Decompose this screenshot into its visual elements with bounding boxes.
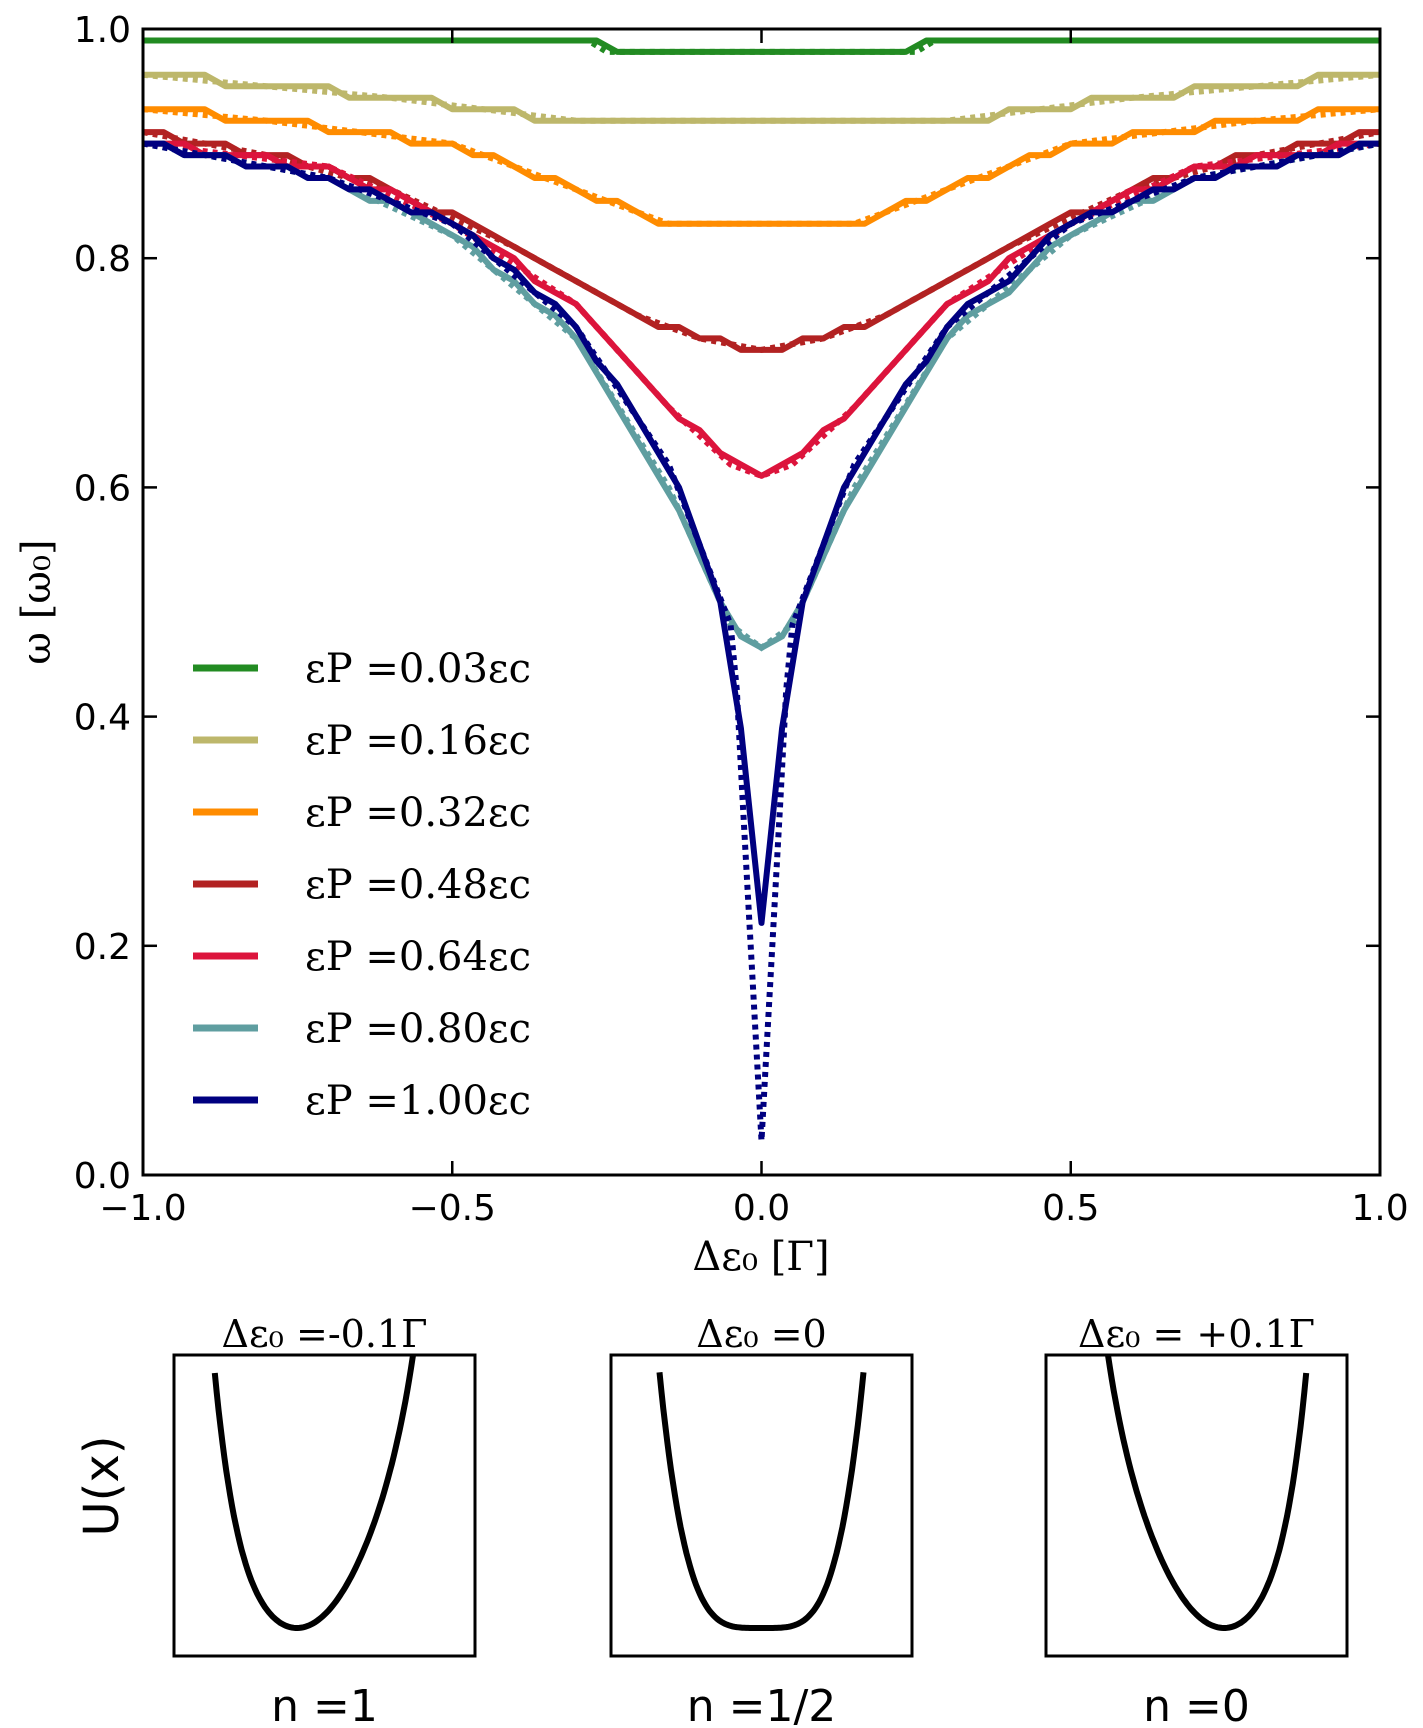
legend-label: εP =1.00εc xyxy=(305,1078,531,1124)
series-line-dotted xyxy=(142,71,1381,124)
series-line-dotted xyxy=(142,140,1381,1141)
inset-y-axis-label: U(x) xyxy=(74,1436,130,1537)
legend-label: εP =0.64εc xyxy=(305,934,531,980)
legend-label: εP =0.16εc xyxy=(305,718,531,764)
legend: εP =0.03εc εP =0.16εc εP =0.32εc εP =0.48εc… xyxy=(193,646,531,1124)
inset-panel: Δε₀ =0 n =1/2 xyxy=(609,1312,914,1728)
y-tick-label: 0.0 xyxy=(74,1156,131,1197)
ticks-layer: −1.0 −0.5 0.0 0.5 1.0 0.0 0.2 0.4 0.6 0.8 1.0 xyxy=(74,10,1409,1229)
y-tick-label: 0.8 xyxy=(74,239,131,280)
legend-label: εP =0.03εc xyxy=(305,646,531,692)
series-line-dotted xyxy=(142,106,1381,227)
series-line-solid xyxy=(143,140,1380,926)
legend-label: εP =0.32εc xyxy=(305,790,531,836)
inset-occupation-label: n =1/2 xyxy=(687,1681,837,1728)
y-tick-label: 0.4 xyxy=(74,698,131,739)
inset-title: Δε₀ =-0.1Γ xyxy=(222,1312,428,1356)
series-line-dotted xyxy=(142,140,1381,480)
series-line-solid xyxy=(143,71,1380,124)
y-tick-label: 1.0 xyxy=(74,10,131,51)
potential-curve xyxy=(1105,1354,1310,1631)
inset-frame xyxy=(609,1353,914,1658)
potential-curve xyxy=(656,1371,867,1631)
legend-label: εP =0.80εc xyxy=(305,1006,531,1052)
series-line-solid xyxy=(143,140,1380,651)
series-line-dotted xyxy=(143,37,1380,55)
x-tick-label: −1.0 xyxy=(99,1188,186,1229)
inset-frame xyxy=(1044,1353,1349,1658)
x-tick-label: −0.5 xyxy=(409,1188,496,1229)
y-tick-label: 0.2 xyxy=(74,927,131,968)
plot-frame xyxy=(141,27,1382,1177)
inset-title: Δε₀ = +0.1Γ xyxy=(1078,1312,1315,1356)
potential-curve xyxy=(211,1354,416,1631)
x-tick-label: 0.0 xyxy=(733,1188,790,1229)
inset-occupation-label: n =1 xyxy=(271,1681,378,1728)
y-axis-label: ω [ω₀] xyxy=(14,539,60,664)
x-axis-label: Δε₀ [Γ] xyxy=(692,1234,829,1280)
series-layer xyxy=(142,37,1381,1141)
legend-label: εP =0.48εc xyxy=(305,862,531,908)
inset-title: Δε₀ =0 xyxy=(696,1312,826,1356)
inset-frame xyxy=(172,1353,477,1658)
main-plot: −1.0 −0.5 0.0 0.5 1.0 0.0 0.2 0.4 0.6 0.8 1.0 Δε₀ … xyxy=(14,10,1409,1280)
series-line-solid xyxy=(143,140,1380,479)
x-tick-label: 0.5 xyxy=(1042,1188,1099,1229)
inset-occupation-label: n =0 xyxy=(1143,1681,1250,1728)
inset-panel: Δε₀ = +0.1Γ n =0 xyxy=(1044,1312,1349,1728)
y-tick-label: 0.6 xyxy=(74,468,131,509)
series-line-dotted xyxy=(142,140,1381,652)
x-tick-label: 1.0 xyxy=(1351,1188,1408,1229)
inset-panel: Δε₀ =-0.1Γ n =1 xyxy=(172,1312,477,1728)
potential-insets: Δε₀ =-0.1Γ n =1 Δε₀ =0 n =1/2 Δε₀ = +0.1Γ n =… xyxy=(172,1312,1349,1728)
